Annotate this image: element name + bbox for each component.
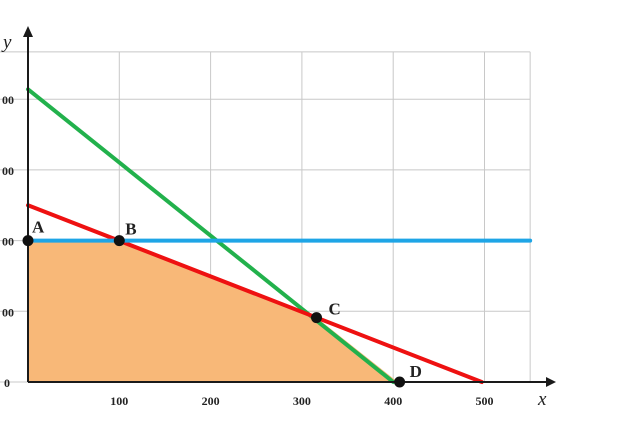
constraint-line-2 xyxy=(26,203,484,384)
y-tick-label: 00 xyxy=(2,164,14,178)
constraint-lines xyxy=(26,87,533,384)
y-tick-label: 00 xyxy=(2,93,14,107)
point-d xyxy=(394,376,406,388)
y-tick-label: 00 xyxy=(2,235,14,249)
point-label-a: A xyxy=(32,218,45,237)
y-tick-label: 0 xyxy=(4,376,10,390)
point-label-c: C xyxy=(329,300,341,319)
vertex-points: A B C D xyxy=(22,218,422,388)
axes xyxy=(23,26,556,387)
point-label-d: D xyxy=(410,362,422,381)
x-axis-label: x xyxy=(537,389,547,410)
point-b xyxy=(113,235,125,247)
x-tick-label: 500 xyxy=(476,394,494,408)
x-tick-label: 200 xyxy=(202,394,220,408)
x-tick-label: 300 xyxy=(293,394,311,408)
x-axis-arrow xyxy=(546,377,556,387)
point-a xyxy=(22,235,34,247)
point-label-b: B xyxy=(125,220,136,239)
constraint-line-1 xyxy=(26,87,396,384)
feasible-region xyxy=(28,240,398,382)
x-tick-label: 100 xyxy=(110,394,128,408)
y-axis-arrow xyxy=(23,26,33,37)
x-tick-label: 400 xyxy=(384,394,402,408)
y-tick-label: 00 xyxy=(2,305,14,319)
y-axis-label: y xyxy=(1,32,12,53)
point-c xyxy=(311,312,323,324)
